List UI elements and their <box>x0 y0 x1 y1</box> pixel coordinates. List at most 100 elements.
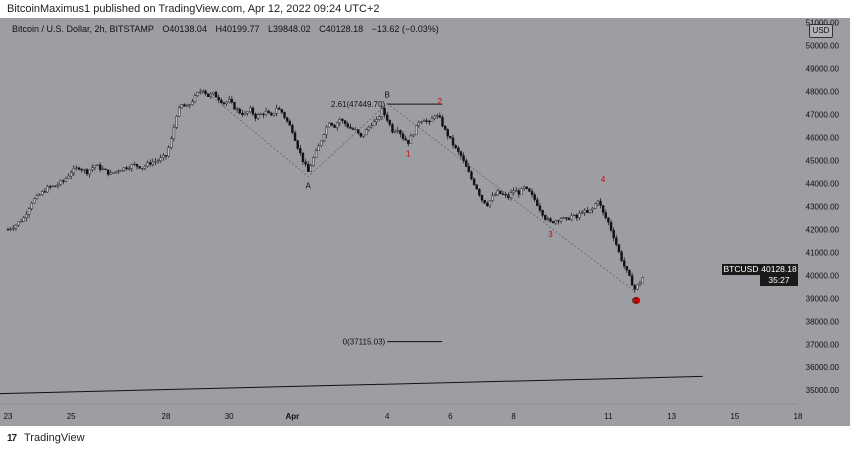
candle-body <box>54 185 57 187</box>
candle-body <box>112 172 115 174</box>
candle-body <box>12 227 15 230</box>
candle-body <box>120 170 123 172</box>
candle-body <box>396 130 399 132</box>
candle-body <box>19 221 23 223</box>
y-tick-label: 43000.00 <box>806 202 840 211</box>
chart-area[interactable] <box>0 18 850 426</box>
candle-body <box>433 115 436 119</box>
candle-body <box>522 186 526 189</box>
candle-body <box>304 161 307 165</box>
candle-body <box>314 150 318 158</box>
candle-body <box>378 116 381 120</box>
candle-body <box>41 191 44 195</box>
y-tick-label: 39000.00 <box>806 294 840 303</box>
candle-body <box>67 175 70 179</box>
candle-body <box>238 108 241 114</box>
candle-body <box>206 93 210 98</box>
candle-body <box>520 188 523 195</box>
candle-body <box>233 102 236 110</box>
y-tick-label: 38000.00 <box>806 317 840 326</box>
candle-body <box>480 194 484 201</box>
candle-body <box>638 282 642 285</box>
legend-change: −13.62 (−0.03%) <box>371 24 439 34</box>
candle-body <box>407 140 410 144</box>
candle-body <box>130 164 133 169</box>
symbol-name: Bitcoin / U.S. Dollar, 2h, BITSTAMP <box>12 24 154 34</box>
wave-label: B <box>385 90 390 99</box>
candle-body <box>596 200 600 205</box>
last-price-countdown: 35:27 <box>768 275 790 285</box>
x-tick-label: 15 <box>730 412 739 421</box>
candle-body <box>565 217 568 219</box>
candle-body <box>551 221 555 224</box>
candle-body <box>325 126 328 135</box>
x-tick-label: 18 <box>794 412 803 421</box>
footer-brand[interactable]: TradingView <box>24 432 85 444</box>
x-tick-label: 30 <box>225 412 234 421</box>
x-tick-label: 23 <box>4 412 13 421</box>
y-tick-label: 41000.00 <box>806 248 840 257</box>
candle-body <box>417 122 420 126</box>
candle-body <box>143 165 147 169</box>
candle-body <box>333 124 336 128</box>
candle-body <box>51 185 54 188</box>
candle-body <box>372 121 376 126</box>
candle-body <box>91 167 94 171</box>
candle-body <box>288 120 291 126</box>
candle-body <box>43 191 47 193</box>
candle-body <box>77 167 81 170</box>
candle-body <box>343 120 347 125</box>
candle-body <box>580 212 584 214</box>
x-tick-label: 4 <box>385 412 390 421</box>
candle-body <box>364 129 368 136</box>
legend-high: H40199.77 <box>215 24 260 34</box>
candle-body <box>609 222 613 231</box>
candle-body <box>164 155 168 157</box>
candle-body <box>283 112 286 118</box>
candle-body <box>559 218 563 222</box>
candle-body <box>30 202 33 209</box>
candle-body <box>235 108 239 110</box>
candle-body <box>641 277 644 284</box>
candle-body <box>293 132 297 141</box>
candle-body <box>241 112 244 115</box>
candle-body <box>201 90 205 93</box>
candle-body <box>246 111 249 114</box>
candle-body <box>227 98 231 103</box>
candle-body <box>154 161 157 163</box>
candle-body <box>33 198 36 204</box>
candle-body <box>404 138 407 141</box>
candle-body <box>212 91 215 95</box>
candle-body <box>225 101 228 104</box>
candle-body <box>175 116 178 128</box>
candle-body <box>462 155 465 161</box>
x-tick-label: 8 <box>511 412 516 421</box>
y-tick-label: 44000.00 <box>806 179 840 188</box>
candle-body <box>230 98 234 103</box>
candle-body <box>185 105 189 107</box>
y-tick-label: 37000.00 <box>806 340 840 349</box>
candle-body <box>270 112 273 116</box>
candle-body <box>599 200 602 206</box>
candle-body <box>375 119 378 122</box>
candle-body <box>191 101 194 105</box>
currency-badge[interactable]: USD <box>809 24 833 38</box>
candle-body <box>451 137 455 146</box>
candle-body <box>567 218 571 220</box>
candle-body <box>457 147 460 152</box>
candle-body <box>570 215 573 220</box>
candle-body <box>515 190 518 192</box>
candle-body <box>583 210 586 213</box>
candle-body <box>177 107 181 117</box>
published-header: BitcoinMaximus1 published on TradingView… <box>0 0 850 18</box>
candle-body <box>170 138 173 148</box>
candle-body <box>106 169 110 175</box>
candle-body <box>59 180 62 185</box>
candle-body <box>380 108 384 117</box>
candle-body <box>388 120 392 125</box>
candle-body <box>441 116 444 127</box>
candle-body <box>156 160 160 162</box>
candle-body <box>309 165 313 172</box>
candle-body <box>491 195 494 201</box>
